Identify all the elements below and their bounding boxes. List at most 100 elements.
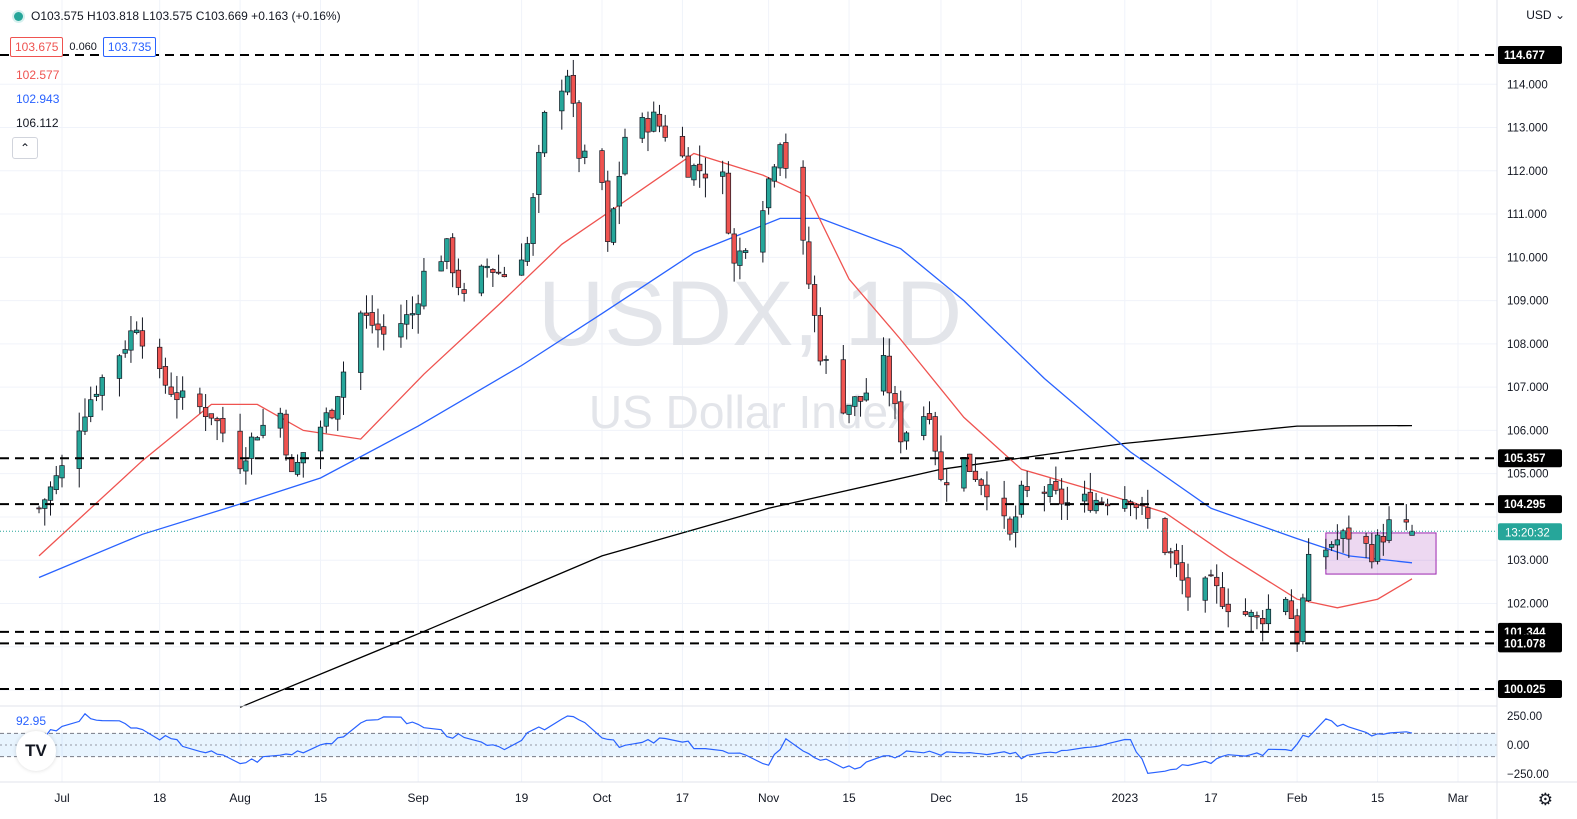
settings-gear-icon[interactable]: ⚙ (1537, 790, 1553, 809)
candle-body (1369, 544, 1375, 563)
candle-body (852, 396, 858, 407)
candle-body (1047, 484, 1053, 497)
level-label-bg (1498, 495, 1562, 514)
ma20-value: 102.577 (16, 68, 60, 82)
candle-body (1374, 534, 1381, 562)
candle-body (1007, 518, 1013, 535)
candle (438, 255, 444, 272)
candle (363, 295, 370, 329)
candle-body (162, 366, 169, 386)
candle-body (179, 390, 186, 398)
candle-body (1173, 550, 1180, 565)
candle (685, 147, 691, 178)
candle-body (1053, 480, 1059, 491)
candle-body (1323, 549, 1329, 558)
x-tick-label: Feb (1287, 791, 1308, 805)
candle-body (1346, 527, 1352, 540)
bid-ask-row: 103.675 0.060 103.735 (10, 37, 157, 57)
candle (42, 498, 48, 526)
candle-body (777, 144, 783, 169)
candle (1328, 541, 1335, 551)
candle (202, 394, 209, 432)
candle (1058, 478, 1065, 520)
x-tick-label: Aug (229, 791, 250, 805)
candle (622, 128, 628, 176)
ohlc-legend: O103.575 H103.818 L103.575 C103.669 +0.1… (14, 9, 341, 23)
candle-body (363, 312, 370, 316)
candle (260, 408, 266, 439)
x-tick-label: 17 (1204, 791, 1218, 805)
candle-body (450, 237, 456, 274)
candle-body (1133, 504, 1139, 509)
candle-body (1208, 574, 1214, 577)
support-resistance-levels[interactable]: 114.677105.357104.295101.344101.078100.0… (0, 45, 1562, 698)
candle (679, 126, 686, 158)
candle (720, 160, 726, 195)
candle (576, 100, 582, 173)
candle (1260, 609, 1266, 642)
candle (1248, 609, 1254, 633)
candle (237, 413, 243, 474)
candle (1265, 594, 1272, 631)
candle-body (214, 418, 220, 422)
candle (691, 163, 697, 186)
candle-body (404, 314, 410, 325)
candle (1007, 516, 1013, 541)
candle (82, 398, 88, 435)
candle-body (438, 261, 444, 272)
level-label: 105.357 (1504, 453, 1546, 465)
candle (1168, 547, 1174, 569)
ask-price-button[interactable]: 103.735 (102, 37, 157, 57)
ma50-value: 102.943 (16, 92, 60, 106)
candle-body (478, 265, 485, 294)
candle (450, 233, 456, 288)
currency-selector[interactable]: USD ⌄ (1526, 8, 1565, 22)
candle-body (289, 456, 295, 473)
candle-body (134, 329, 140, 333)
x-tick-label: 15 (842, 791, 856, 805)
candle-body (381, 326, 387, 335)
candle (926, 401, 933, 425)
candle (455, 258, 462, 296)
last-price-tag (1498, 523, 1562, 541)
tradingview-logo[interactable]: TV (16, 731, 56, 771)
collapse-legend-button[interactable]: ⌃ (12, 137, 38, 159)
x-tick-label: 17 (676, 791, 690, 805)
candle-body (455, 269, 462, 288)
candle (817, 307, 823, 366)
candle (254, 435, 260, 441)
candle-body (76, 430, 82, 469)
candle-body (1265, 608, 1272, 625)
candle (570, 59, 576, 118)
watermark-symbol: USDX, 1D (538, 263, 962, 365)
y-tick-label: 109.000 (1507, 296, 1549, 308)
candle (484, 258, 490, 278)
candle-body (1081, 493, 1088, 502)
level-label-tag: 100.025 (1498, 679, 1562, 698)
candle (1185, 563, 1191, 611)
x-tick-label: 19 (515, 791, 529, 805)
candle (846, 404, 852, 424)
candle-body (197, 393, 203, 408)
y-tick-label: 106.000 (1507, 425, 1549, 437)
candle-body (685, 155, 691, 178)
candle (59, 454, 65, 488)
candle-body (1288, 600, 1295, 620)
candle-body (1409, 530, 1415, 536)
candle (36, 505, 42, 514)
chevron-down-icon: ⌄ (1554, 8, 1565, 22)
candle (461, 282, 467, 302)
candle-body (283, 413, 289, 456)
ma200-line (239, 424, 1413, 708)
x-tick-label: Sep (408, 791, 430, 805)
candle-body (99, 377, 105, 396)
candle-body (82, 416, 88, 432)
bid-price-button[interactable]: 103.675 (10, 37, 64, 57)
candle (478, 264, 485, 297)
candle (398, 304, 404, 348)
candle (1024, 470, 1030, 498)
candle (1380, 523, 1386, 556)
candle-body (898, 401, 904, 443)
